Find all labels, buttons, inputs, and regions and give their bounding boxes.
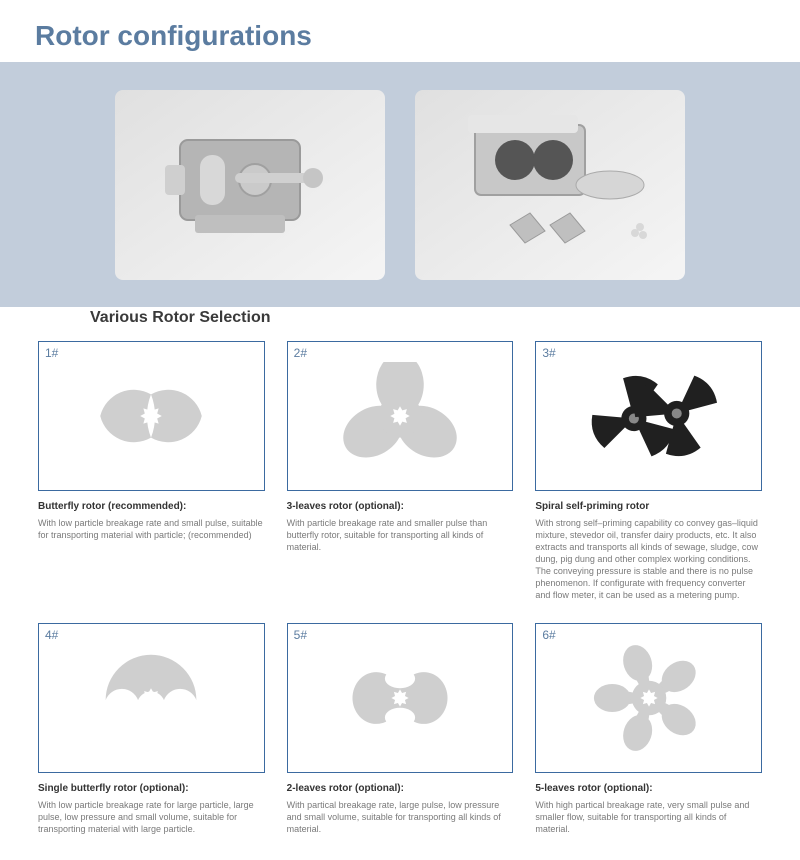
rotor-description: Single butterfly rotor (optional): With l… xyxy=(38,783,265,835)
rotor-card: 2# xyxy=(287,341,514,491)
rotor-description: 3-leaves rotor (optional): With particle … xyxy=(287,501,514,553)
page-title: Rotor configurations xyxy=(0,0,800,62)
subtitle: Various Rotor Selection xyxy=(0,301,800,341)
rotor-desc-body: With strong self–priming capability co c… xyxy=(535,517,762,602)
rotor-desc-title: 2-leaves rotor (optional): xyxy=(287,783,514,796)
rotor-card: 6# xyxy=(535,623,762,773)
rotor-shape-single-butterfly xyxy=(39,624,264,772)
rotor-cell: 1# Butterfly rotor (recommended): With low… xyxy=(38,341,265,601)
rotor-description: 5-leaves rotor (optional): With high part… xyxy=(535,783,762,835)
rotor-card: 1# xyxy=(38,341,265,491)
rotor-cell: 6# 5-leaves rotor (optional): With high pa… xyxy=(535,623,762,835)
rotor-description: Butterfly rotor (recommended): With low p… xyxy=(38,501,265,541)
pump-render-right xyxy=(415,90,685,280)
rotor-description: 2-leaves rotor (optional): With partical … xyxy=(287,783,514,835)
rotor-card: 3# xyxy=(535,341,762,491)
rotor-desc-title: Spiral self-priming rotor xyxy=(535,501,762,514)
pump-render-left xyxy=(115,90,385,280)
rotor-desc-body: With low particle breakage rate for larg… xyxy=(38,799,265,835)
rotor-card: 4# xyxy=(38,623,265,773)
rotor-shape-two-leaves xyxy=(288,624,513,772)
rotor-number: 5# xyxy=(294,628,307,642)
rotor-desc-body: With partical breakage rate, large pulse… xyxy=(287,799,514,835)
rotor-desc-body: With low particle breakage rate and smal… xyxy=(38,517,265,541)
rotor-shape-butterfly xyxy=(39,342,264,490)
hero-band xyxy=(0,62,800,307)
rotor-grid: 1# Butterfly rotor (recommended): With low… xyxy=(0,341,800,860)
rotor-number: 1# xyxy=(45,346,58,360)
rotor-desc-title: Butterfly rotor (recommended): xyxy=(38,501,265,514)
rotor-cell: 2# 3-leaves rotor (optional): With particl… xyxy=(287,341,514,601)
rotor-shape-five-leaves xyxy=(536,624,761,772)
rotor-shape-three-leaves xyxy=(288,342,513,490)
rotor-desc-title: 5-leaves rotor (optional): xyxy=(535,783,762,796)
rotor-cell: 3# Spiral self-priming rotor With strong s… xyxy=(535,341,762,601)
rotor-desc-title: Single butterfly rotor (optional): xyxy=(38,783,265,796)
rotor-cell: 5# 2-leaves rotor (optional): With partic… xyxy=(287,623,514,835)
rotor-number: 4# xyxy=(45,628,58,642)
rotor-number: 3# xyxy=(542,346,555,360)
rotor-shape-spiral xyxy=(536,342,761,490)
rotor-desc-body: With particle breakage rate and smaller … xyxy=(287,517,514,553)
rotor-description: Spiral self-priming rotor With strong sel… xyxy=(535,501,762,601)
rotor-number: 6# xyxy=(542,628,555,642)
rotor-card: 5# xyxy=(287,623,514,773)
rotor-desc-title: 3-leaves rotor (optional): xyxy=(287,501,514,514)
rotor-desc-body: With high partical breakage rate, very s… xyxy=(535,799,762,835)
rotor-cell: 4# Single butterfly rotor (optional): With… xyxy=(38,623,265,835)
rotor-number: 2# xyxy=(294,346,307,360)
